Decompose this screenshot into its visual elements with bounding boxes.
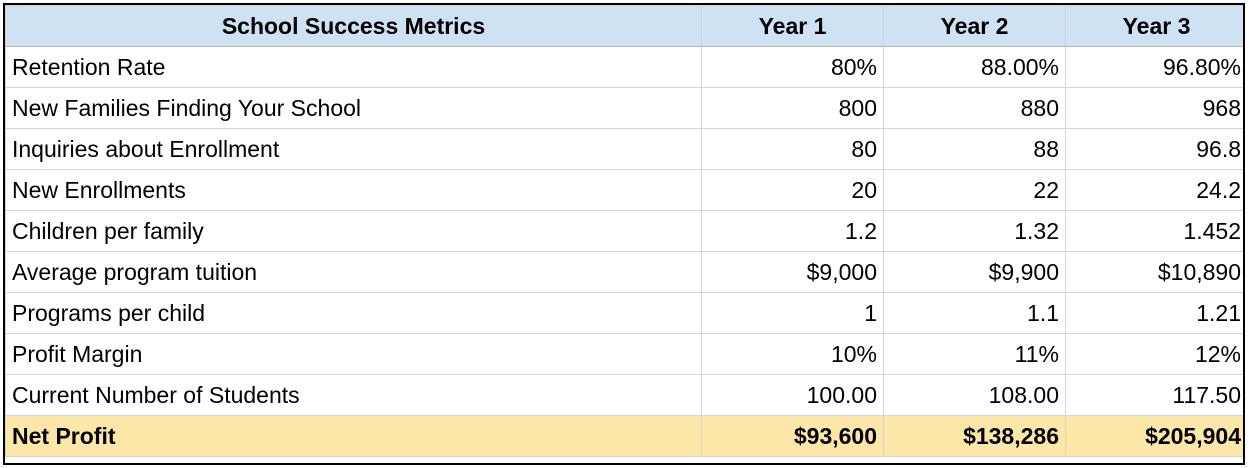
header-title-cell[interactable]: School Success Metrics: [5, 5, 702, 47]
total-value-cell-year-2[interactable]: $138,286: [883, 415, 1066, 457]
row-label-cell[interactable]: Average program tuition: [5, 251, 702, 293]
value-cell-year-3[interactable]: 96.80%: [1065, 46, 1243, 88]
value-cell-year-3[interactable]: 117.50: [1065, 374, 1243, 416]
value-cell-year-3[interactable]: 24.2: [1065, 169, 1243, 211]
row-label-cell[interactable]: Inquiries about Enrollment: [5, 128, 702, 170]
table-row-net-profit: Net Profit $93,600 $138,286 $205,904: [5, 415, 1243, 457]
table-row-inquiries: Inquiries about Enrollment 80 88 96.8: [5, 128, 1243, 170]
value-cell-year-1[interactable]: 80: [701, 128, 884, 170]
header-year-2-cell[interactable]: Year 2: [883, 5, 1066, 47]
value-cell-year-2[interactable]: 88: [883, 128, 1066, 170]
row-label-cell[interactable]: Current Number of Students: [5, 374, 702, 416]
value-cell-year-3[interactable]: 968: [1065, 87, 1243, 129]
value-cell-year-2[interactable]: 88.00%: [883, 46, 1066, 88]
table-row-retention-rate: Retention Rate 80% 88.00% 96.80%: [5, 46, 1243, 88]
value-cell-year-1[interactable]: $9,000: [701, 251, 884, 293]
row-label-cell[interactable]: New Families Finding Your School: [5, 87, 702, 129]
value-cell-year-1[interactable]: 1: [701, 292, 884, 334]
metrics-spreadsheet: School Success Metrics Year 1 Year 2 Yea…: [3, 3, 1245, 465]
value-cell-year-1[interactable]: 1.2: [701, 210, 884, 252]
value-cell-year-3[interactable]: 1.21: [1065, 292, 1243, 334]
row-label-cell[interactable]: Programs per child: [5, 292, 702, 334]
row-label-cell[interactable]: Children per family: [5, 210, 702, 252]
value-cell-year-1[interactable]: 80%: [701, 46, 884, 88]
total-value-cell-year-1[interactable]: $93,600: [701, 415, 884, 457]
value-cell-year-3[interactable]: 12%: [1065, 333, 1243, 375]
value-cell-year-1[interactable]: 100.00: [701, 374, 884, 416]
value-cell-year-3[interactable]: 96.8: [1065, 128, 1243, 170]
value-cell-year-2[interactable]: 22: [883, 169, 1066, 211]
row-label-cell[interactable]: Profit Margin: [5, 333, 702, 375]
value-cell-year-2[interactable]: 11%: [883, 333, 1066, 375]
total-label-cell[interactable]: Net Profit: [5, 415, 702, 457]
table-row-new-families: New Families Finding Your School 800 880…: [5, 87, 1243, 129]
table-row-new-enrollments: New Enrollments 20 22 24.2: [5, 169, 1243, 211]
table-row-profit-margin: Profit Margin 10% 11% 12%: [5, 333, 1243, 375]
value-cell-year-1[interactable]: 10%: [701, 333, 884, 375]
table-row-children-per-family: Children per family 1.2 1.32 1.452: [5, 210, 1243, 252]
header-row: School Success Metrics Year 1 Year 2 Yea…: [5, 5, 1243, 47]
table-row-average-tuition: Average program tuition $9,000 $9,900 $1…: [5, 251, 1243, 293]
table-row-programs-per-child: Programs per child 1 1.1 1.21: [5, 292, 1243, 334]
header-year-3-cell[interactable]: Year 3: [1065, 5, 1243, 47]
value-cell-year-2[interactable]: 1.32: [883, 210, 1066, 252]
value-cell-year-3[interactable]: 1.452: [1065, 210, 1243, 252]
value-cell-year-1[interactable]: 20: [701, 169, 884, 211]
value-cell-year-3[interactable]: $10,890: [1065, 251, 1243, 293]
row-label-cell[interactable]: Retention Rate: [5, 46, 702, 88]
total-value-cell-year-3[interactable]: $205,904: [1065, 415, 1243, 457]
table-row-current-students: Current Number of Students 100.00 108.00…: [5, 374, 1243, 416]
value-cell-year-2[interactable]: 1.1: [883, 292, 1066, 334]
value-cell-year-1[interactable]: 800: [701, 87, 884, 129]
row-label-cell[interactable]: New Enrollments: [5, 169, 702, 211]
value-cell-year-2[interactable]: 880: [883, 87, 1066, 129]
value-cell-year-2[interactable]: $9,900: [883, 251, 1066, 293]
header-year-1-cell[interactable]: Year 1: [701, 5, 884, 47]
value-cell-year-2[interactable]: 108.00: [883, 374, 1066, 416]
metrics-table: School Success Metrics Year 1 Year 2 Yea…: [5, 5, 1243, 457]
